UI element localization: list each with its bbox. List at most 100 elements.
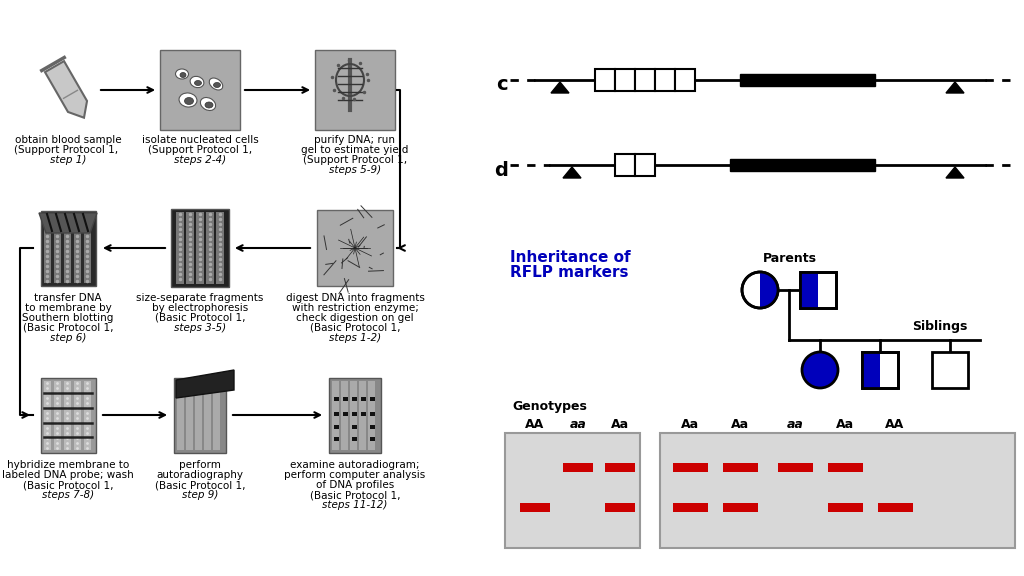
Text: isolate nucleated cells: isolate nucleated cells — [141, 135, 258, 145]
Bar — [41, 211, 96, 286]
Polygon shape — [551, 82, 569, 93]
Bar — [800, 272, 836, 308]
Bar — [370, 412, 375, 416]
Bar — [334, 412, 339, 416]
Bar — [655, 69, 675, 91]
Bar — [329, 378, 381, 453]
Text: to membrane by: to membrane by — [25, 303, 112, 313]
Ellipse shape — [180, 73, 186, 78]
Bar — [213, 381, 220, 450]
Ellipse shape — [205, 102, 213, 108]
Text: step 6): step 6) — [50, 333, 86, 343]
Polygon shape — [45, 61, 87, 118]
Text: steps 3-5): steps 3-5) — [174, 323, 226, 333]
Polygon shape — [946, 167, 964, 178]
Bar — [160, 50, 240, 130]
Ellipse shape — [213, 82, 220, 88]
Text: AA: AA — [886, 418, 904, 431]
Text: hybridize membrane to: hybridize membrane to — [7, 460, 129, 470]
Text: Siblings: Siblings — [912, 320, 968, 333]
Bar — [352, 412, 357, 416]
Ellipse shape — [802, 352, 838, 388]
Text: (Basic Protocol 1,: (Basic Protocol 1, — [23, 480, 114, 490]
Text: perform: perform — [179, 460, 221, 470]
Bar — [332, 381, 339, 450]
Text: of DNA profiles: of DNA profiles — [315, 480, 394, 490]
Bar — [368, 381, 375, 450]
Text: (Basic Protocol 1,: (Basic Protocol 1, — [309, 490, 400, 500]
Bar — [505, 433, 640, 548]
Bar — [352, 437, 357, 441]
Bar — [520, 503, 550, 512]
Text: Genotypes: Genotypes — [512, 400, 587, 413]
Bar — [605, 503, 635, 512]
Ellipse shape — [184, 97, 194, 104]
Bar — [635, 154, 655, 176]
Bar — [370, 437, 375, 441]
Bar — [186, 212, 194, 284]
Text: steps 1-2): steps 1-2) — [329, 333, 381, 343]
Ellipse shape — [190, 77, 204, 88]
Ellipse shape — [742, 272, 778, 308]
Bar — [334, 425, 339, 429]
Text: examine autoradiogram;: examine autoradiogram; — [290, 460, 420, 470]
Ellipse shape — [175, 69, 188, 79]
Bar — [723, 463, 758, 472]
Text: (Support Protocol 1,: (Support Protocol 1, — [14, 145, 122, 155]
Text: perform computer analysis: perform computer analysis — [285, 470, 426, 480]
Bar — [84, 214, 91, 283]
Bar — [41, 378, 96, 453]
Text: gel to estimate yield: gel to estimate yield — [301, 145, 409, 155]
Text: (Basic Protocol 1,: (Basic Protocol 1, — [155, 313, 246, 323]
Ellipse shape — [201, 97, 216, 111]
Text: with restriction enzyme;: with restriction enzyme; — [292, 303, 419, 313]
Text: c: c — [497, 75, 508, 94]
Bar — [878, 503, 913, 512]
Text: aa: aa — [569, 418, 587, 431]
Text: purify DNA; run: purify DNA; run — [314, 135, 395, 145]
Text: Southern blotting: Southern blotting — [23, 313, 114, 323]
Bar — [317, 210, 393, 286]
Bar — [800, 272, 818, 308]
Bar — [350, 381, 357, 450]
Polygon shape — [563, 167, 581, 178]
Bar — [778, 463, 813, 472]
Text: transfer DNA: transfer DNA — [34, 293, 101, 303]
Bar — [174, 378, 226, 453]
Text: digest DNA into fragments: digest DNA into fragments — [286, 293, 424, 303]
Text: (Support Protocol 1,: (Support Protocol 1, — [303, 155, 408, 165]
Text: obtain blood sample: obtain blood sample — [14, 135, 121, 145]
Ellipse shape — [179, 93, 197, 107]
Text: Aa: Aa — [731, 418, 750, 431]
Bar — [186, 381, 193, 450]
Text: Aa: Aa — [836, 418, 854, 431]
Bar — [615, 69, 635, 91]
Bar — [341, 381, 348, 450]
Text: steps 5-9): steps 5-9) — [329, 165, 381, 175]
Bar — [216, 212, 224, 284]
Text: steps 11-12): steps 11-12) — [323, 500, 388, 510]
Text: step 1): step 1) — [50, 155, 86, 165]
Text: (Basic Protocol 1,: (Basic Protocol 1, — [309, 323, 400, 333]
Bar — [343, 397, 348, 401]
Text: labeled DNA probe; wash: labeled DNA probe; wash — [2, 470, 134, 480]
Bar — [723, 503, 758, 512]
Bar — [932, 352, 968, 388]
Bar — [730, 159, 874, 171]
Text: steps 2-4): steps 2-4) — [174, 155, 226, 165]
Bar — [334, 397, 339, 401]
Ellipse shape — [209, 78, 223, 90]
Bar — [361, 397, 366, 401]
Text: aa: aa — [786, 418, 804, 431]
Polygon shape — [760, 272, 778, 308]
Text: steps 7-8): steps 7-8) — [42, 490, 94, 500]
Bar — [54, 214, 61, 283]
Text: check digestion on gel: check digestion on gel — [296, 313, 414, 323]
Bar — [195, 381, 202, 450]
Text: RFLP markers: RFLP markers — [510, 265, 629, 280]
Bar — [204, 381, 211, 450]
Bar — [334, 437, 339, 441]
Bar — [563, 463, 593, 472]
Bar — [206, 212, 214, 284]
Bar — [63, 381, 71, 450]
